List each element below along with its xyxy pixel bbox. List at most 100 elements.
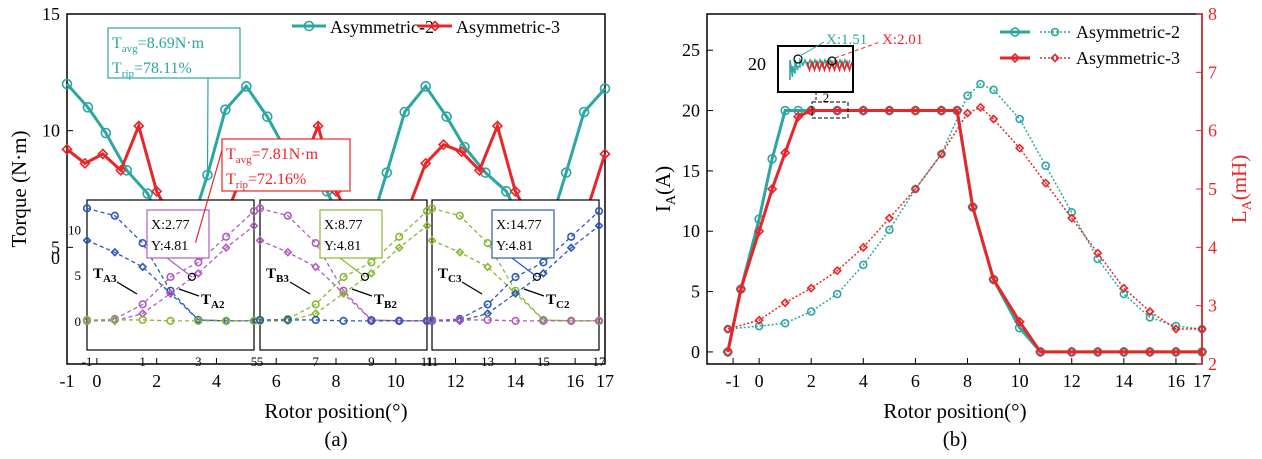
a-inset-point [222, 232, 231, 241]
b-legend-label: Asymmetric-3 [1076, 48, 1180, 68]
b-current-line-0 [726, 109, 1202, 354]
a-inset-point [82, 235, 92, 245]
panel-a-caption: (a) [324, 427, 347, 451]
a-series-point [61, 143, 73, 155]
a-inset-ytick-label: 5 [75, 268, 82, 283]
a-inset-datatip-y: Y:4.81 [324, 239, 361, 254]
b-inductance-line-0 [727, 83, 1203, 330]
a-inset-datatip-x: X:2.77 [151, 218, 190, 233]
b-current-point [1170, 346, 1182, 358]
a-inset-point [483, 239, 492, 248]
b-inductance-point [963, 91, 972, 100]
a-inset-label-right: TB2 [374, 292, 397, 311]
b-inductance-point [1041, 161, 1050, 170]
a-inset-point [395, 232, 404, 241]
a-inset-point [339, 316, 348, 325]
a-series-point [420, 157, 432, 169]
b-current-point [988, 274, 999, 285]
a-inset-point [166, 316, 175, 325]
a-inset-xtick-label: 5 [251, 354, 258, 369]
a-inset-label-left: TB3 [266, 266, 289, 285]
a-inset-point [395, 316, 404, 325]
a-inset-curve-falling2 [259, 239, 427, 322]
a-legend-marker [429, 20, 441, 32]
b-inductance-point [859, 260, 868, 270]
a-inset-point [455, 211, 464, 220]
b-ytick-right-label: 8 [1208, 4, 1217, 24]
a-series-point [142, 188, 153, 199]
b-legend-marker [1009, 52, 1021, 64]
a-inset-point [283, 315, 292, 325]
a-inset-point [138, 315, 147, 325]
b-ytick-left-label: 25 [682, 40, 700, 60]
b-current-point [780, 105, 790, 116]
b-current-point [1144, 346, 1156, 358]
b-inductance-point [1171, 324, 1181, 334]
a-inset-point [594, 207, 604, 216]
b-current-point [1035, 346, 1046, 358]
a-inset-datatip-x: X:14.77 [496, 218, 542, 233]
a-inset-point [222, 316, 231, 325]
a-inset-curve-rising [86, 210, 255, 322]
a-inset-point [427, 315, 437, 325]
b-inductance-point [1067, 213, 1077, 223]
a-xtick-label: 6 [272, 371, 281, 391]
a-ytick-label: 5 [51, 237, 60, 257]
b-xtick-label: 0 [755, 371, 764, 391]
b-inset: 20 X:1.51 X:2.01 2 [748, 32, 923, 119]
a-inset-curve-rising [431, 210, 600, 322]
b-inductance-point [885, 225, 894, 235]
b-inset-cursor-a2-label: X:1.51 [826, 32, 867, 48]
b-current-point [967, 201, 978, 213]
a-inset-curve-rising [259, 210, 428, 322]
a-inset-point [427, 204, 437, 213]
b-legend-marker [1010, 27, 1020, 37]
a-inset-point [594, 316, 604, 325]
b-inductance-point [806, 307, 816, 316]
panel-b: -1 0 2 4 6 8 10 12 14 16 17 0 5 10 15 20 25 2 3 4 5 6 7 8 20 X:1… [651, 4, 1255, 451]
a-series-point [100, 127, 112, 139]
b-current-point [780, 147, 791, 158]
a-inset-arrow-left [289, 281, 311, 295]
b-xtick-label: 8 [963, 371, 972, 391]
b-inductance-point [910, 184, 921, 194]
b-inductance-point [975, 102, 986, 112]
a-inset-point [455, 315, 464, 325]
a-series-point [312, 120, 324, 132]
b-inductance-point [723, 324, 733, 334]
a-inset-point [255, 235, 265, 245]
b-ytick-left-label: 5 [691, 282, 700, 302]
b-inductance-point [780, 318, 790, 328]
a-inset-point [82, 315, 92, 325]
b-current-point [858, 105, 869, 116]
b-inset-source-label: 2 [823, 90, 830, 105]
a-inset-point [311, 300, 320, 309]
a-inset-point [394, 243, 404, 253]
b-inductance-point [832, 289, 842, 299]
b-xtick-label: -1 [726, 371, 741, 391]
a-inset-label-right: TC2 [546, 292, 570, 311]
b-inductance-point [1145, 313, 1155, 322]
b-inductance-point [780, 298, 790, 308]
b-xtick-label: 14 [1115, 371, 1133, 391]
a-inset-point [339, 288, 348, 298]
b-current-point [1014, 316, 1025, 327]
b-legend-marker [1050, 27, 1060, 37]
b-xtick-label: 4 [859, 371, 868, 391]
b-inductance-line-1 [727, 106, 1202, 330]
a-inset-curve-falling2 [431, 239, 599, 322]
a-inset-arrow-left [116, 281, 138, 295]
b-inset-label: 20 [748, 54, 766, 74]
b-current-point [1092, 346, 1103, 358]
a-inset-point [311, 262, 321, 272]
a-anno-asym3-line: Tavg=7.81N·m [226, 146, 319, 166]
b-inset-cursor-a3-label: X:2.01 [882, 32, 923, 48]
a-inset-0: -1 1 3 5 0 5 10 X:2.77 Y:4.81 TA3 TA2 [68, 199, 259, 369]
a-inset-point [166, 288, 175, 298]
a-inset-arrow-right [523, 288, 545, 297]
a-ytick-label-zero: 0 [51, 248, 60, 268]
b-inductance-point [1119, 283, 1129, 293]
b-xtick-label: 2 [807, 371, 816, 391]
a-inset-arrow-right [351, 288, 373, 297]
a-series-point [509, 185, 521, 197]
